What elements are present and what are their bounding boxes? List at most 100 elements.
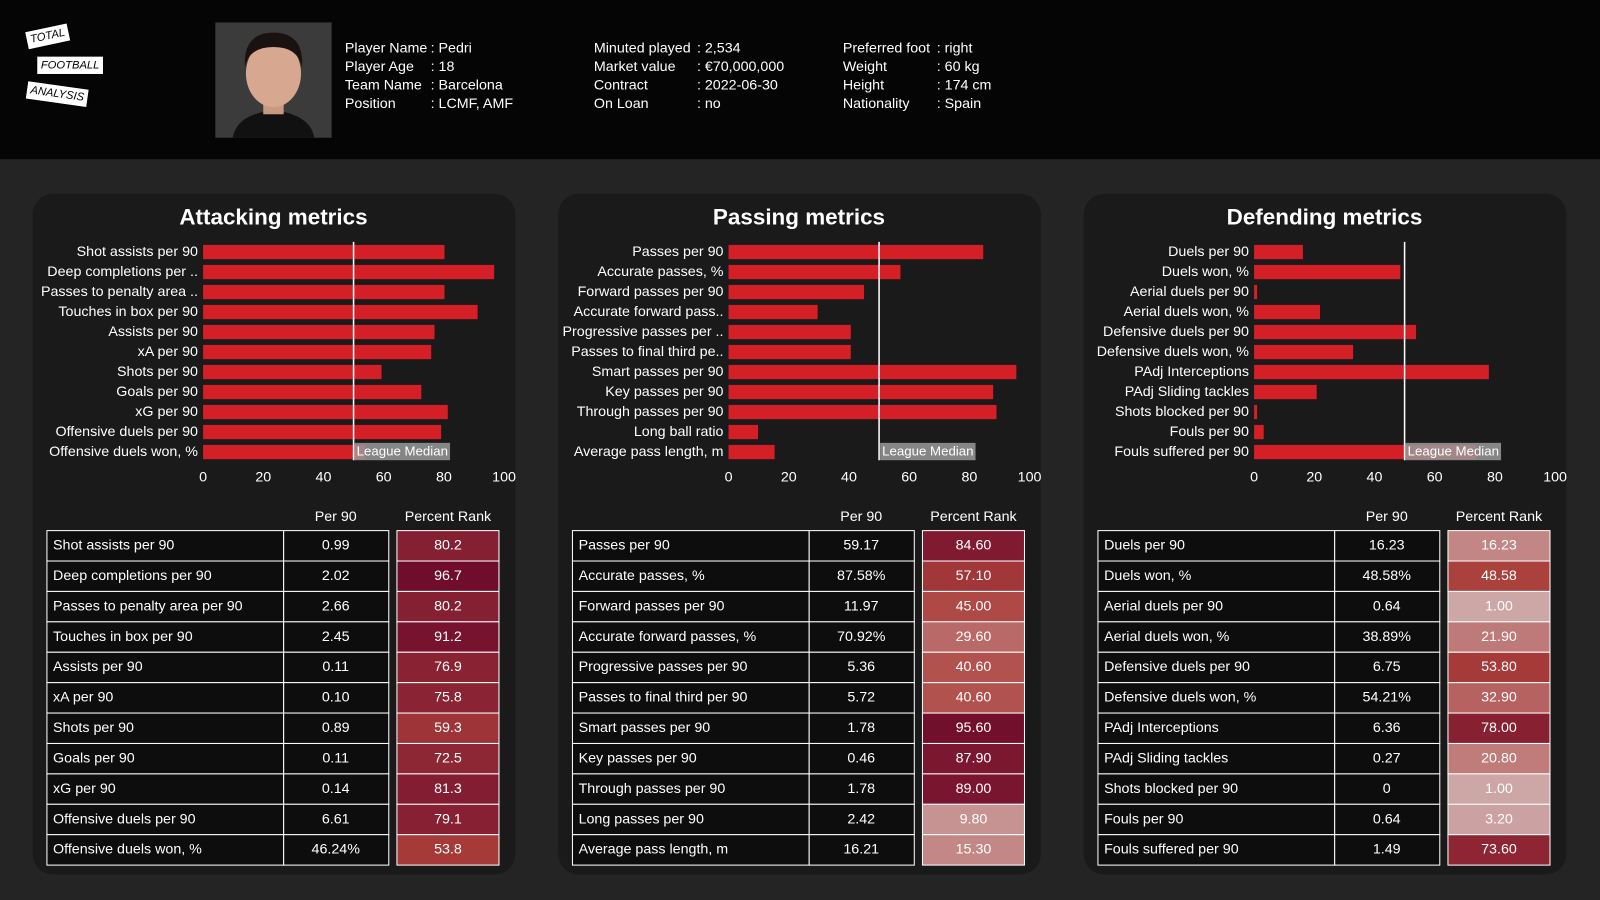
bar	[1254, 404, 1258, 420]
info-value: : €70,000,000	[697, 59, 784, 75]
value-cell	[1334, 682, 1441, 714]
info-label: Market value	[594, 59, 676, 75]
value-cell	[283, 590, 390, 623]
metric-name: xG per 90	[53, 781, 116, 797]
value-cell	[1334, 803, 1441, 836]
percent-rank: 80.2	[434, 538, 462, 554]
value-cell	[808, 803, 915, 836]
metric-name: xA per 90	[53, 690, 113, 706]
rank-cell	[396, 834, 500, 866]
value-cell	[1334, 621, 1441, 653]
bar	[1254, 304, 1321, 320]
per90-value: 0.10	[322, 690, 350, 706]
median-label: League Median	[357, 444, 448, 459]
rank-cell	[921, 834, 1025, 866]
rank-cell	[396, 560, 500, 592]
rank-cell	[1447, 712, 1551, 744]
median-label-box	[880, 442, 976, 461]
bar-label: Offensive duels per 90	[55, 424, 198, 440]
bar-label: Accurate forward pass..	[574, 304, 724, 320]
bar-label: Through passes per 90	[577, 404, 724, 420]
rank-cell	[921, 560, 1025, 592]
info-label: Weight	[843, 59, 887, 75]
per90-value: 0.11	[322, 750, 349, 766]
x-tick-label: 20	[1306, 469, 1322, 485]
rank-cell	[921, 742, 1025, 775]
x-tick-label: 100	[1018, 469, 1042, 485]
metric-name: PAdj Sliding tackles	[1104, 750, 1228, 766]
per90-value: 0.14	[322, 781, 350, 797]
x-tick-label: 80	[436, 469, 452, 485]
percent-rank: 53.80	[1481, 659, 1517, 675]
info-label: Team Name	[345, 77, 422, 93]
per90-value: 1.78	[847, 781, 875, 797]
name-cell	[46, 651, 285, 684]
percent-rank: 40.60	[956, 659, 992, 675]
name-cell	[46, 773, 285, 805]
x-tick-label: 100	[1543, 469, 1567, 485]
column-header: Per 90	[315, 509, 357, 525]
median-label-box	[1405, 442, 1502, 461]
rank-cell	[396, 651, 500, 684]
name-cell	[571, 803, 810, 836]
per90-value: 54.21%	[1363, 690, 1412, 706]
percent-rank: 73.60	[1481, 842, 1517, 858]
name-cell	[571, 712, 810, 744]
x-tick-label: 20	[255, 469, 271, 485]
panel-title: Passing metrics	[713, 204, 885, 229]
x-tick-label: 60	[376, 469, 392, 485]
per90-value: 16.23	[1369, 538, 1405, 554]
percent-rank: 80.2	[434, 598, 462, 614]
percent-rank: 59.3	[434, 720, 462, 736]
rank-cell	[921, 712, 1025, 744]
value-cell	[808, 590, 915, 623]
info-value: : 18	[431, 59, 455, 75]
metric-name: Aerial duels per 90	[1104, 598, 1223, 614]
percent-rank: 32.90	[1481, 690, 1517, 706]
bar-label: Fouls suffered per 90	[1114, 444, 1249, 460]
metric-name: Offensive duels won, %	[53, 842, 202, 858]
bar-label: Duels per 90	[1168, 244, 1249, 260]
info-label: Position	[345, 96, 396, 112]
info-label: Nationality	[843, 96, 910, 112]
percent-rank: 45.00	[956, 598, 992, 614]
bar	[1254, 384, 1317, 400]
bar	[1254, 364, 1489, 380]
name-cell	[46, 742, 285, 775]
median-label-box	[354, 442, 451, 461]
percent-rank: 78.00	[1481, 720, 1517, 736]
per90-value: 0.11	[322, 659, 349, 675]
bar	[203, 284, 445, 300]
median-label: League Median	[1408, 444, 1499, 459]
bar-label: Average pass length, m	[574, 444, 724, 460]
per90-value: 0	[1383, 781, 1391, 797]
percent-rank: 87.90	[956, 750, 992, 766]
rank-cell	[921, 803, 1025, 836]
bar-label: PAdj Interceptions	[1134, 364, 1249, 380]
metric-name: Defensive duels per 90	[1104, 659, 1250, 675]
info-label: Player Age	[345, 59, 414, 75]
name-cell	[1097, 590, 1336, 623]
metric-name: Touches in box per 90	[53, 629, 193, 645]
logo: TOTAL FOOTBALL ANALYSIS	[24, 22, 105, 109]
x-tick-label: 60	[901, 469, 917, 485]
percent-rank: 1.00	[1485, 781, 1513, 797]
logo-word: ANALYSIS	[24, 80, 90, 109]
bar-label: Progressive passes per ..	[563, 324, 724, 340]
percent-rank: 53.8	[434, 842, 462, 858]
x-tick-label: 100	[492, 469, 516, 485]
name-cell	[1097, 651, 1336, 684]
bar-label: Defensive duels per 90	[1103, 324, 1249, 340]
info-value: : 174 cm	[937, 77, 992, 93]
percent-rank: 20.80	[1481, 750, 1517, 766]
bar-label: Touches in box per 90	[58, 304, 198, 320]
info-value: : 2022-06-30	[697, 77, 778, 93]
x-tick-label: 20	[781, 469, 797, 485]
name-cell	[46, 682, 285, 714]
metric-name: Fouls suffered per 90	[1104, 842, 1239, 858]
bar	[203, 404, 448, 420]
bar	[203, 324, 435, 340]
per90-value: 6.36	[1373, 720, 1401, 736]
name-cell	[1097, 773, 1336, 805]
